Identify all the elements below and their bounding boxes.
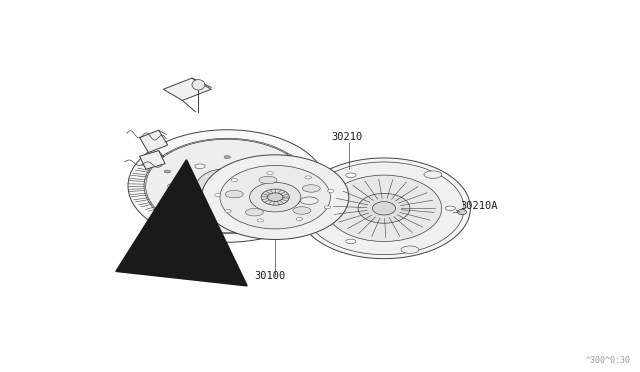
- Ellipse shape: [146, 139, 308, 233]
- Ellipse shape: [268, 193, 283, 202]
- Ellipse shape: [276, 184, 287, 188]
- Polygon shape: [140, 151, 165, 169]
- Ellipse shape: [221, 183, 234, 189]
- Ellipse shape: [144, 138, 310, 234]
- Ellipse shape: [225, 190, 243, 198]
- Ellipse shape: [225, 209, 231, 212]
- Ellipse shape: [220, 166, 330, 229]
- Ellipse shape: [458, 209, 467, 215]
- Ellipse shape: [164, 199, 170, 202]
- Ellipse shape: [192, 80, 205, 90]
- Polygon shape: [140, 130, 168, 153]
- Ellipse shape: [214, 193, 221, 196]
- Ellipse shape: [195, 164, 205, 169]
- Ellipse shape: [372, 202, 396, 215]
- Ellipse shape: [195, 203, 205, 208]
- Ellipse shape: [250, 182, 301, 212]
- Text: 30100: 30100: [255, 271, 286, 281]
- Ellipse shape: [304, 162, 464, 255]
- Ellipse shape: [401, 246, 419, 253]
- Text: ^300^0:30: ^300^0:30: [586, 356, 630, 365]
- Text: FRONT: FRONT: [154, 244, 183, 254]
- Ellipse shape: [445, 206, 456, 211]
- Ellipse shape: [346, 173, 356, 177]
- Ellipse shape: [168, 184, 178, 188]
- Ellipse shape: [424, 171, 442, 178]
- Ellipse shape: [298, 158, 470, 259]
- Ellipse shape: [224, 155, 230, 158]
- Text: 30210: 30210: [332, 131, 363, 141]
- Ellipse shape: [128, 130, 326, 242]
- Ellipse shape: [164, 170, 170, 173]
- Ellipse shape: [302, 185, 320, 192]
- Ellipse shape: [261, 189, 289, 205]
- Ellipse shape: [257, 219, 264, 222]
- Text: 30210A: 30210A: [461, 201, 499, 211]
- Polygon shape: [163, 78, 211, 100]
- Ellipse shape: [267, 171, 273, 174]
- Ellipse shape: [296, 218, 303, 221]
- Ellipse shape: [305, 176, 312, 179]
- Ellipse shape: [358, 193, 410, 223]
- Ellipse shape: [328, 189, 334, 192]
- Ellipse shape: [209, 176, 245, 196]
- Ellipse shape: [196, 169, 258, 203]
- Ellipse shape: [249, 203, 260, 208]
- Ellipse shape: [231, 179, 237, 182]
- Ellipse shape: [245, 209, 264, 216]
- Ellipse shape: [324, 206, 331, 209]
- Ellipse shape: [202, 155, 349, 240]
- Ellipse shape: [326, 175, 442, 241]
- Ellipse shape: [284, 199, 291, 202]
- Ellipse shape: [293, 207, 311, 214]
- Ellipse shape: [224, 214, 230, 217]
- Ellipse shape: [346, 239, 356, 244]
- Ellipse shape: [300, 197, 318, 204]
- Ellipse shape: [249, 164, 260, 169]
- Ellipse shape: [259, 176, 277, 184]
- Ellipse shape: [284, 170, 291, 173]
